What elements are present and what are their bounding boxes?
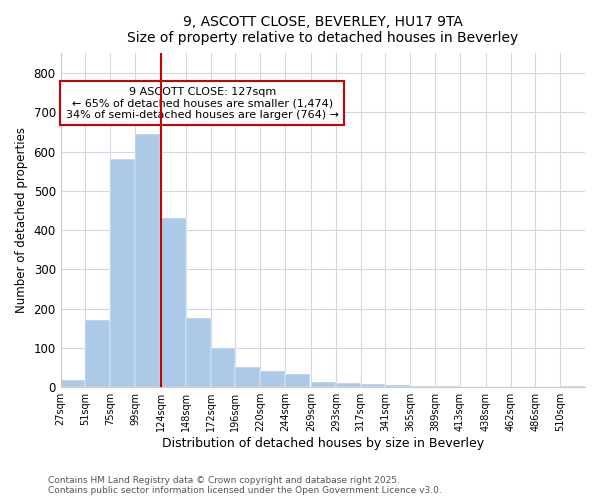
Bar — [161, 218, 186, 387]
Bar — [361, 384, 385, 387]
Bar — [385, 385, 410, 387]
Bar — [560, 386, 585, 387]
Bar — [135, 134, 160, 387]
Bar — [260, 372, 285, 387]
Bar — [285, 374, 310, 387]
Bar — [311, 382, 336, 387]
Bar — [186, 318, 211, 387]
Text: 9 ASCOTT CLOSE: 127sqm
← 65% of detached houses are smaller (1,474)
34% of semi-: 9 ASCOTT CLOSE: 127sqm ← 65% of detached… — [66, 86, 339, 120]
Bar — [85, 320, 110, 387]
Bar — [336, 384, 361, 387]
Text: Contains HM Land Registry data © Crown copyright and database right 2025.
Contai: Contains HM Land Registry data © Crown c… — [48, 476, 442, 495]
Title: 9, ASCOTT CLOSE, BEVERLEY, HU17 9TA
Size of property relative to detached houses: 9, ASCOTT CLOSE, BEVERLEY, HU17 9TA Size… — [127, 15, 518, 45]
Bar — [61, 380, 85, 387]
Bar — [435, 386, 460, 387]
X-axis label: Distribution of detached houses by size in Beverley: Distribution of detached houses by size … — [162, 437, 484, 450]
Bar — [410, 386, 435, 387]
Bar — [110, 160, 135, 387]
Bar — [211, 348, 235, 387]
Bar — [235, 367, 260, 387]
Y-axis label: Number of detached properties: Number of detached properties — [15, 128, 28, 314]
